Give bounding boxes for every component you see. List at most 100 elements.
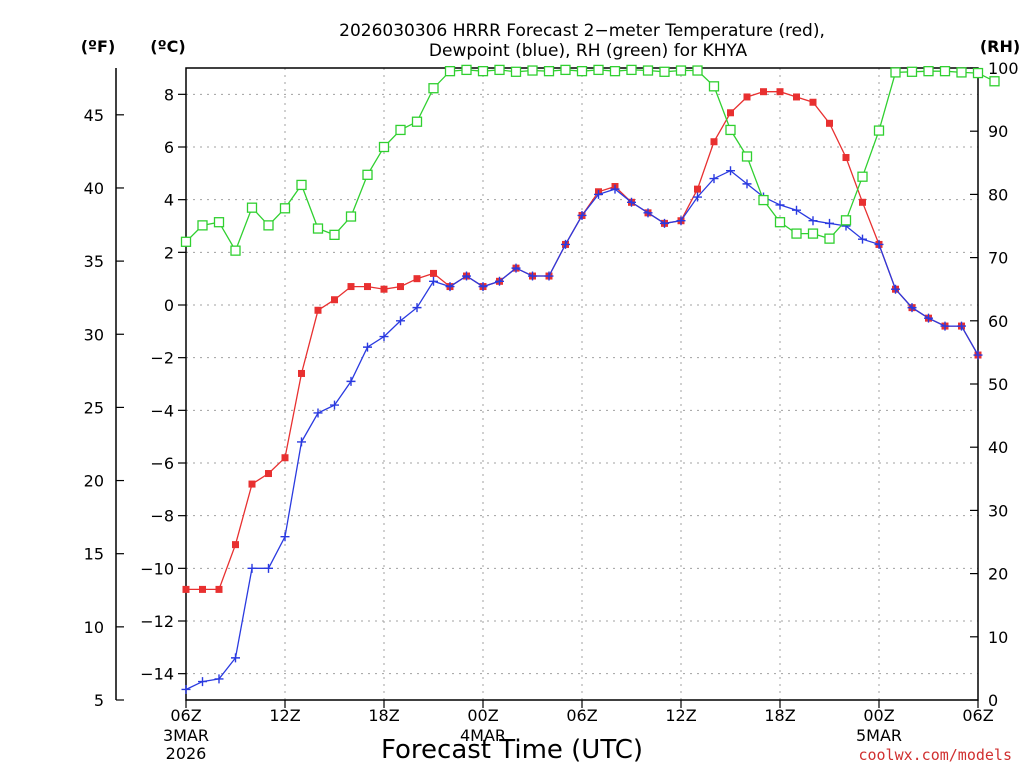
dewpoint-point [429, 276, 438, 286]
rh-point [296, 179, 307, 191]
dewpoint-point [181, 684, 191, 694]
celsius-tick-label: −4 [150, 401, 174, 420]
rh-point [279, 203, 291, 214]
rh-tick-label: 90 [988, 122, 1008, 141]
x-tick-date-label: 4MAR [460, 726, 506, 745]
rh-tick-label: 40 [988, 438, 1008, 457]
dewpoint-point [561, 239, 570, 249]
temperature-point [182, 585, 190, 593]
dewpoint-point [346, 376, 356, 386]
dewpoint-point [280, 532, 290, 542]
dewpoint-point [495, 276, 504, 286]
dewpoint-point [726, 166, 735, 176]
rh-point [873, 125, 885, 136]
rh-tick-label: 80 [988, 185, 1008, 204]
rh-point [609, 66, 621, 77]
dewpoint-point [577, 210, 587, 220]
rh-unit-label: (RH) [980, 37, 1020, 56]
dewpoint-point [462, 271, 471, 281]
celsius-tick-label: −6 [150, 454, 174, 473]
rh-point [527, 65, 538, 76]
dewpoint-point [627, 197, 636, 207]
dewpoint-point [379, 332, 389, 342]
temperature-point [215, 585, 223, 593]
temperature-point [232, 541, 239, 549]
rh-point [329, 229, 340, 240]
rh-point [906, 66, 918, 77]
dewpoint-point [874, 239, 884, 249]
rh-point [741, 151, 753, 162]
dewpoint-point [643, 208, 653, 218]
rh-point [642, 65, 654, 76]
dewpoint-point [792, 205, 801, 215]
celsius-tick-label: −8 [150, 507, 174, 526]
rh-point [494, 64, 505, 76]
dewpoint-series [181, 166, 983, 694]
dewpoint-point [825, 218, 834, 228]
temperature-point [793, 93, 800, 101]
temperature-point [248, 480, 256, 488]
dewpoint-point [907, 303, 917, 313]
x-axis-title: Forecast Time (UTC) [381, 735, 643, 765]
rh-point [230, 245, 241, 256]
dewpoint-point [924, 313, 933, 323]
rh-point [626, 64, 637, 76]
rh-tick-label: 0 [988, 691, 998, 710]
temperature-point [710, 138, 718, 146]
dewpoint-point [198, 677, 207, 687]
temperature-point [314, 306, 322, 314]
x-tick-date-label: 3MAR [163, 726, 209, 745]
celsius-tick-label: 0 [164, 296, 174, 315]
rh-point [923, 66, 934, 77]
fahrenheit-tick-label: 10 [84, 618, 104, 637]
temperature-point [281, 454, 289, 462]
fahrenheit-tick-label: 5 [94, 691, 104, 710]
rh-tick-label: 50 [988, 375, 1008, 394]
rh-line [185, 69, 995, 253]
rh-point [774, 217, 786, 228]
temperature-point [298, 369, 305, 377]
rh-series [180, 64, 1000, 256]
celsius-tick-label: 2 [164, 243, 174, 262]
temperature-point [760, 88, 767, 96]
rh-point [246, 202, 258, 213]
x-tick-date-label: 2026 [166, 744, 207, 763]
chart-title-line-1: 2026030306 HRRR Forecast 2−meter Tempera… [339, 21, 825, 41]
dewpoint-point [412, 303, 422, 313]
dewpoint-point [940, 321, 950, 331]
rh-tick-label: 20 [988, 565, 1008, 584]
dewpoint-point [676, 216, 686, 226]
temperature-point [826, 119, 833, 127]
x-tick-label: 12Z [665, 706, 696, 725]
fahrenheit-unit-label: (ºF) [81, 37, 116, 56]
x-tick-label: 06Z [170, 706, 201, 725]
temperature-point [430, 269, 437, 277]
dewpoint-point [478, 282, 488, 292]
x-tick-label: 00Z [863, 706, 894, 725]
rh-point [593, 64, 604, 76]
dewpoint-point [247, 563, 257, 573]
fahrenheit-tick-label: 35 [84, 252, 104, 271]
celsius-tick-label: −10 [140, 559, 174, 578]
dewpoint-point [313, 408, 323, 418]
dewpoint-point [297, 437, 306, 447]
dewpoint-point [973, 350, 983, 360]
rh-point [675, 65, 687, 76]
data-series [180, 64, 1000, 694]
rh-point [263, 220, 274, 231]
source-credit: coolwx.com/models [858, 746, 1012, 764]
rh-point [692, 65, 703, 76]
rh-point [972, 67, 984, 79]
x-tick-label: 00Z [467, 706, 498, 725]
temperature-point [397, 283, 404, 291]
rh-point [560, 64, 571, 76]
rh-tick-label: 10 [988, 628, 1008, 647]
rh-point [807, 228, 819, 239]
rh-point [824, 233, 835, 244]
temperature-point [743, 93, 751, 101]
rh-point [510, 66, 522, 77]
dewpoint-point [775, 200, 785, 210]
celsius-tick-label: 6 [164, 138, 174, 157]
rh-point [939, 66, 951, 77]
